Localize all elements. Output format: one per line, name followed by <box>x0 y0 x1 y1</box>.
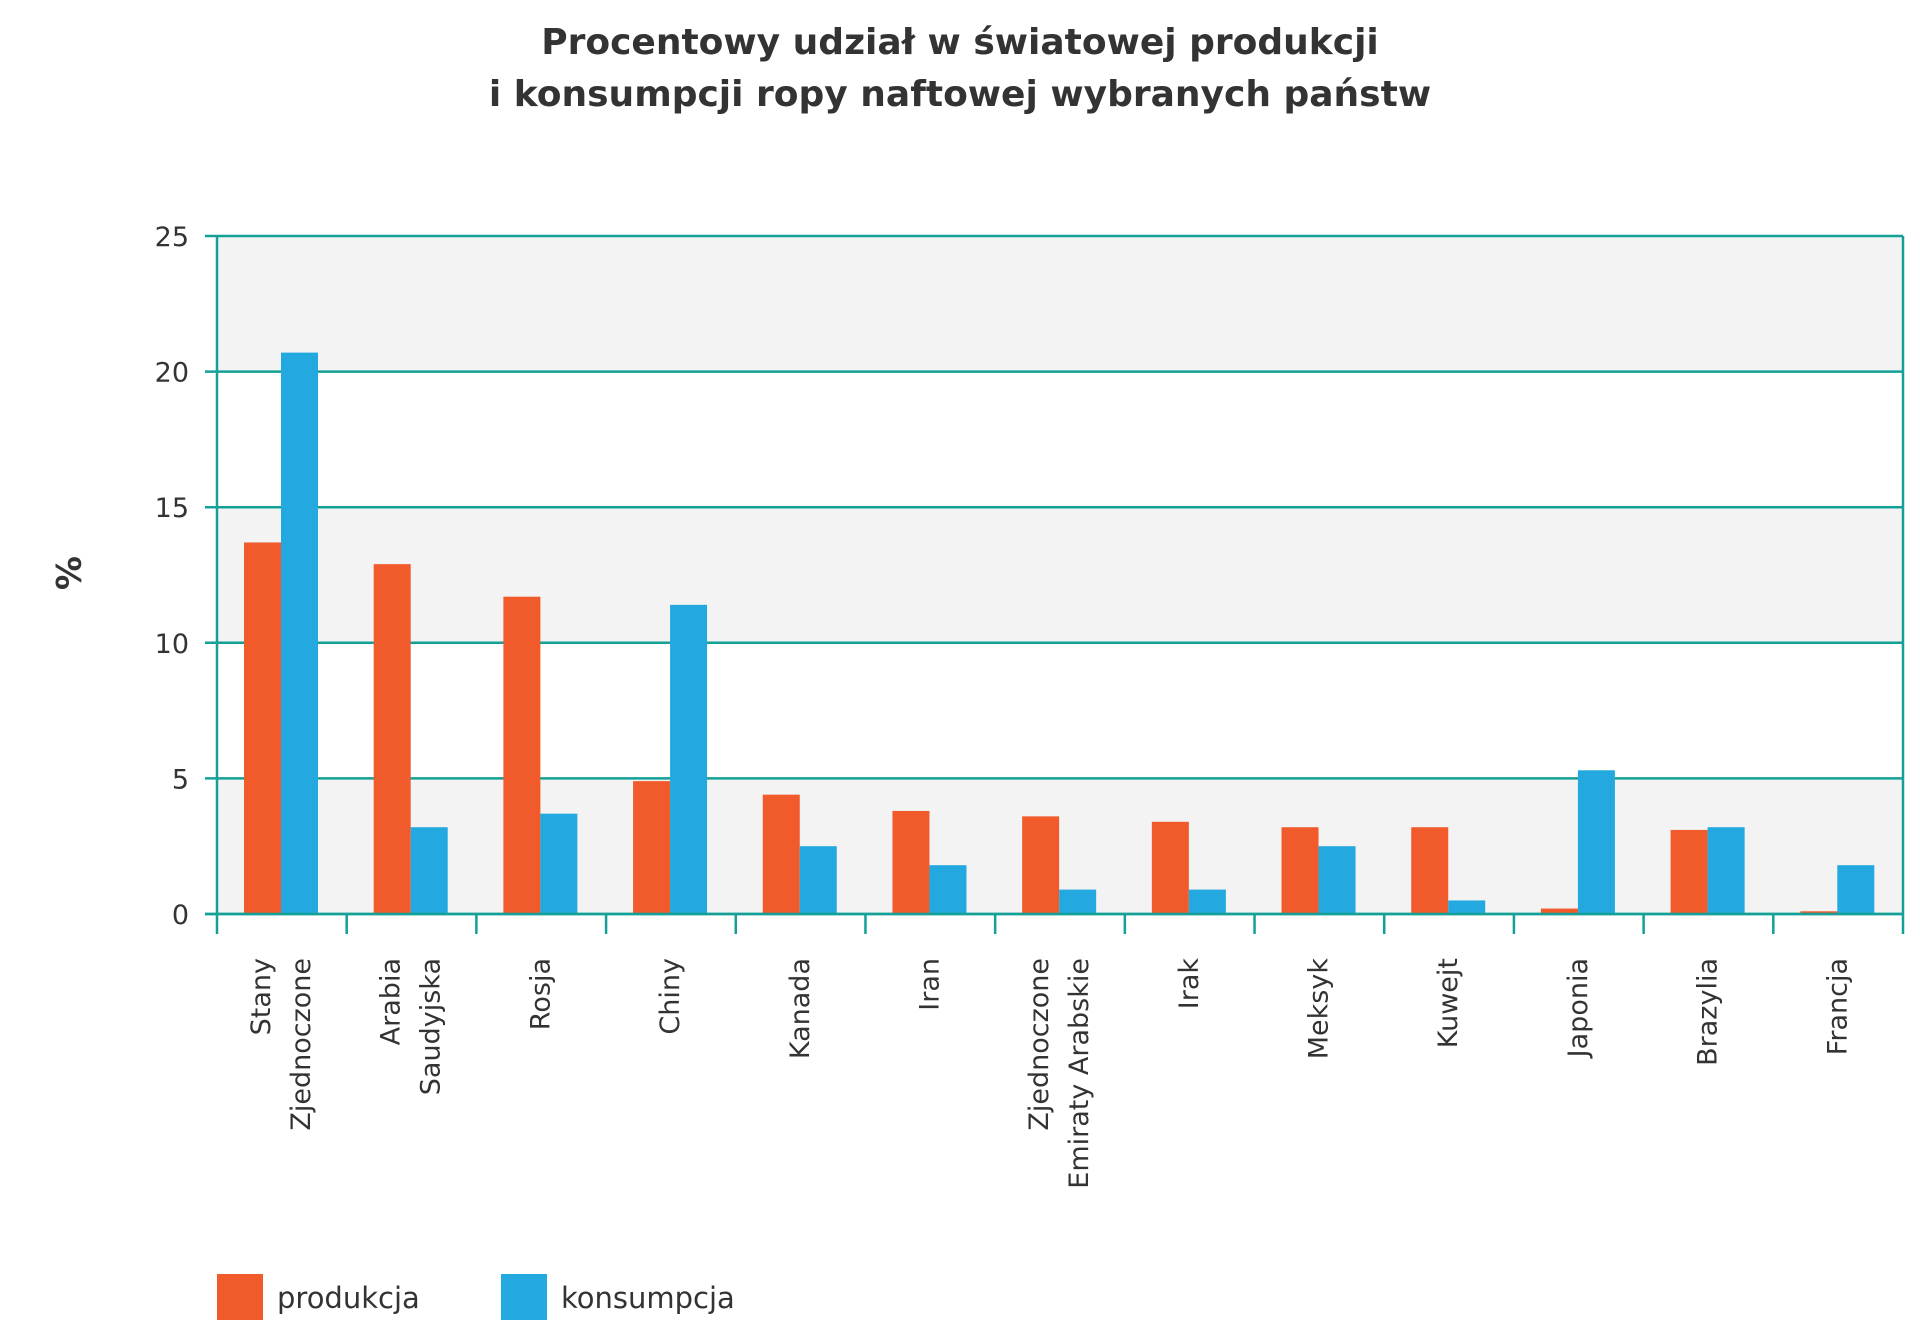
x-tick-label: Irak <box>1174 958 1205 1010</box>
x-tick-labels: Stany Zjednoczone Arabia Saudyjska Rosja Chin… <box>246 958 1853 1189</box>
bar-produkcja <box>1670 829 1708 914</box>
x-tick-label-line: Meksyk <box>1304 958 1335 1060</box>
bar-produkcja <box>1411 827 1449 914</box>
x-tick-label: Meksyk <box>1304 958 1335 1060</box>
bar-produkcja <box>1540 908 1578 914</box>
y-tick-label: 10 <box>155 629 189 660</box>
bar-produkcja <box>373 564 411 914</box>
x-tick-label: Francja <box>1822 958 1853 1055</box>
bar-konsumpcja <box>540 813 578 914</box>
bar-konsumpcja <box>410 827 448 914</box>
x-tick-label-line: Brazylia <box>1693 958 1724 1066</box>
x-tick-label: Japonia <box>1563 958 1594 1059</box>
x-tick-label: Zjednoczone Emiraty Arabskie <box>1024 958 1095 1189</box>
x-tick-label: Rosja <box>525 958 556 1030</box>
y-tick-label: 20 <box>155 358 189 389</box>
axes <box>205 236 1905 934</box>
grid-bands <box>217 236 1903 914</box>
bar-konsumpcja <box>1577 770 1615 914</box>
x-tick-label-line: Saudyjska <box>416 958 447 1095</box>
x-tick-label-line: Rosja <box>525 958 556 1030</box>
bar-konsumpcja <box>281 352 318 915</box>
grid-band <box>217 236 1903 372</box>
bar-konsumpcja <box>1318 846 1356 914</box>
y-tick-label: 15 <box>155 493 189 524</box>
grid-band <box>217 507 1903 643</box>
x-tick-label-line: Chiny <box>655 958 686 1035</box>
x-tick-label-line: Kuwejt <box>1433 958 1464 1048</box>
bar-konsumpcja <box>1059 889 1097 914</box>
bar-produkcja <box>244 542 281 914</box>
x-tick-label: Iran <box>914 958 945 1011</box>
x-tick-label-line: Zjednoczone <box>1024 958 1055 1131</box>
x-tick-label-line: Zjednoczone <box>286 958 317 1131</box>
chart-title-line-1: Procentowy udział w światowej produkcji <box>541 22 1379 63</box>
x-tick-label: Chiny <box>655 958 686 1035</box>
y-tick-label: 5 <box>172 764 189 795</box>
bar-produkcja <box>1800 911 1838 914</box>
x-tick-label-line: Irak <box>1174 958 1205 1010</box>
bar-produkcja <box>892 810 930 914</box>
bar-produkcja <box>1022 816 1060 914</box>
x-tick-label: Arabia Saudyjska <box>376 958 447 1095</box>
bar-konsumpcja <box>1448 900 1486 914</box>
legend-swatch-produkcja <box>217 1274 263 1320</box>
legend-swatch-konsumpcja <box>501 1274 547 1320</box>
y-tick-labels: 0 5 10 15 20 25 <box>155 222 189 931</box>
x-tick-label-line: Kanada <box>785 958 816 1059</box>
bar-konsumpcja <box>1837 865 1875 914</box>
bar-konsumpcja <box>799 846 837 914</box>
x-tick-label: Stany Zjednoczone <box>246 958 317 1131</box>
chart-title-line-2: i konsumpcji ropy naftowej wybranych pań… <box>489 74 1431 115</box>
x-tick-label: Kuwejt <box>1433 958 1464 1048</box>
y-axis-label: % <box>47 556 87 590</box>
x-tick-label: Kanada <box>785 958 816 1059</box>
bars <box>244 352 1875 915</box>
y-tick-label: 25 <box>155 222 189 253</box>
legend-label-produkcja: produkcja <box>277 1281 420 1315</box>
bar-konsumpcja <box>670 604 708 914</box>
y-tick-label: 0 <box>172 900 189 931</box>
x-tick-label-line: Stany <box>246 958 277 1035</box>
legend: produkcja konsumpcja <box>217 1274 735 1320</box>
x-tick-label-line: Japonia <box>1563 958 1594 1059</box>
bar-konsumpcja <box>1188 889 1226 914</box>
x-tick-label-line: Emiraty Arabskie <box>1064 958 1095 1189</box>
bar-produkcja <box>503 596 541 914</box>
x-tick-label-line: Iran <box>914 958 945 1011</box>
bar-produkcja <box>633 781 671 914</box>
bar-konsumpcja <box>1707 827 1745 914</box>
x-tick-label-line: Francja <box>1822 958 1853 1055</box>
bar-produkcja <box>762 794 800 914</box>
x-tick-label: Brazylia <box>1693 958 1724 1066</box>
legend-label-konsumpcja: konsumpcja <box>561 1281 735 1315</box>
x-tick-label-line: Arabia <box>376 958 407 1045</box>
bar-produkcja <box>1281 827 1319 914</box>
bar-konsumpcja <box>929 865 967 914</box>
bar-produkcja <box>1151 821 1189 914</box>
